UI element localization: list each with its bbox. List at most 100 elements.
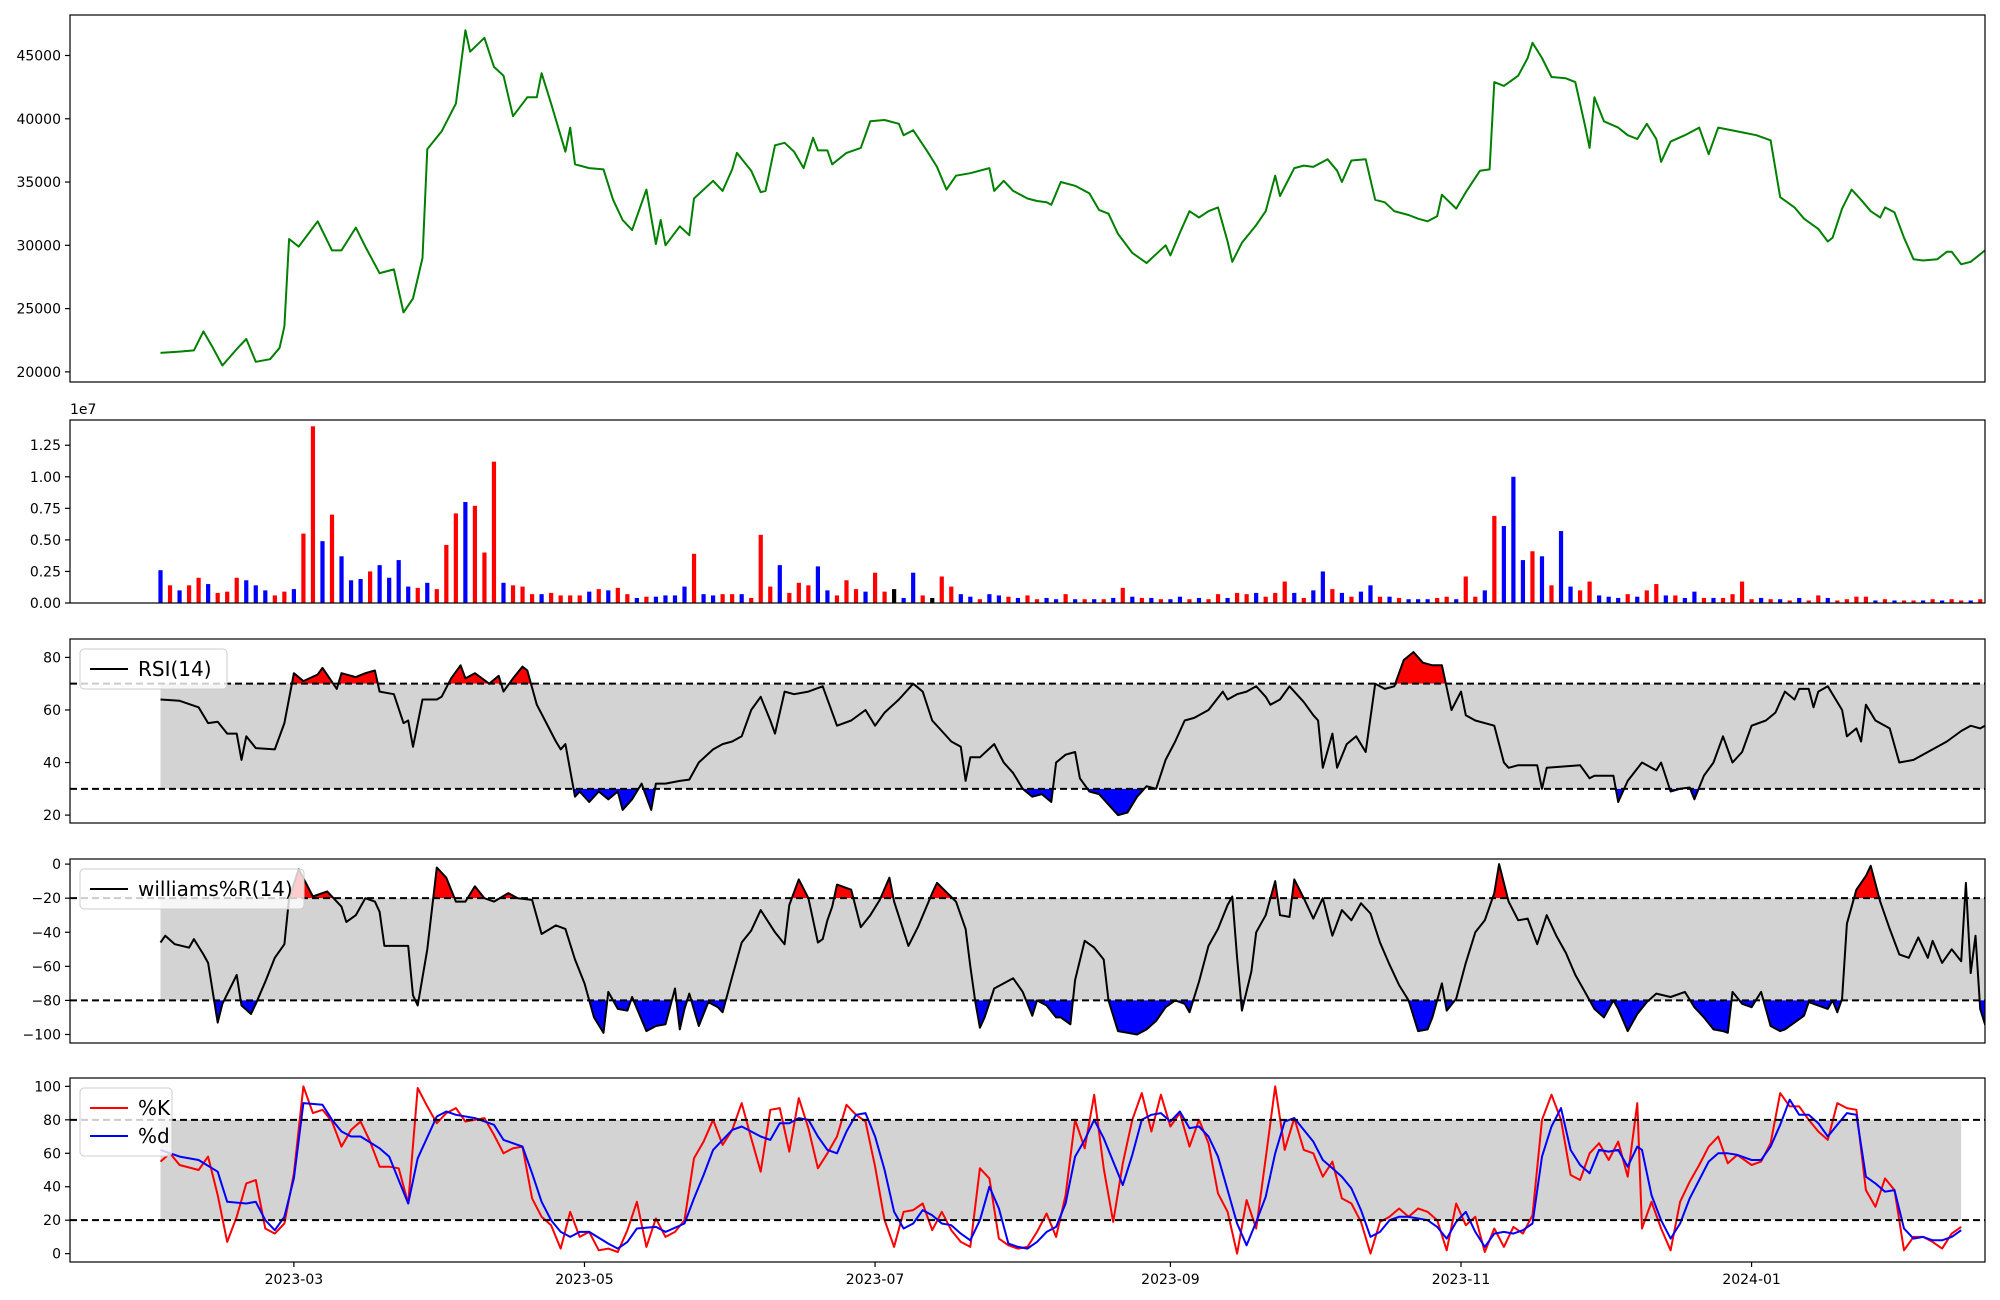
y-tick-label: 40000 (16, 112, 61, 128)
x-tick-label: 2024-01 (1722, 1272, 1781, 1288)
volume-bar (1577, 590, 1583, 603)
volume-bar (1539, 556, 1545, 603)
volume-bar (815, 566, 820, 603)
y-tick-label: 0.25 (30, 564, 61, 580)
volume-bar (1101, 599, 1106, 603)
series-line (159, 863, 1985, 1036)
volume-bar (768, 586, 773, 603)
plot-area (158, 426, 1983, 603)
volume-bar (415, 587, 420, 603)
volume-bar (1663, 595, 1668, 603)
williams-r-panel: −100 −80 −60 −40 −20 0 williams%R(14) (23, 857, 1986, 1044)
volume-bar (1520, 560, 1526, 603)
volume-bar (920, 595, 925, 603)
volume-bar (1177, 596, 1183, 603)
volume-bar (653, 596, 659, 603)
volume-bar (320, 541, 325, 603)
y-tick-label: 40 (43, 756, 61, 772)
volume-bar (1006, 596, 1011, 603)
volume-bar (1387, 596, 1392, 603)
volume-bar (882, 591, 887, 603)
volume-bar (1273, 592, 1278, 603)
volume-bar (206, 584, 211, 603)
x-tick-label: 2023-03 (265, 1272, 324, 1288)
volume-bar (377, 565, 382, 603)
volume-bar (1320, 571, 1325, 603)
volume-bar (1978, 599, 1983, 603)
volume-bar (1339, 592, 1345, 603)
volume-bar (1244, 594, 1249, 603)
y-tick-label: 20 (43, 1213, 61, 1229)
volume-bar (758, 534, 763, 603)
y-tick-label: 80 (43, 650, 61, 666)
volume-bar (1063, 594, 1068, 603)
volume-bar (1549, 585, 1554, 603)
volume-bar (348, 580, 354, 603)
volume-bar (1396, 597, 1402, 603)
volume-bar (1168, 599, 1173, 603)
volume-bar (310, 426, 316, 603)
x-tick-label: 2023-11 (1432, 1272, 1491, 1288)
volume-bar (1263, 596, 1268, 603)
volume-bar (1873, 600, 1878, 603)
volume-bar (892, 589, 897, 603)
x-tick-label: 2023-05 (555, 1272, 614, 1288)
legend-box (79, 1087, 173, 1157)
volume-bar (1835, 600, 1840, 603)
volume-bar (253, 585, 258, 603)
volume-bar (1311, 590, 1316, 603)
volume-bar (453, 513, 458, 603)
volume-bar (1911, 600, 1916, 603)
volume-bar (968, 596, 973, 603)
volume-bar (1082, 599, 1087, 603)
volume-bar (1196, 597, 1202, 603)
volume-bar (387, 577, 392, 603)
neutral-band (160, 898, 1985, 1001)
legend-box (79, 648, 228, 690)
volume-bar (291, 589, 296, 603)
volume-bar (1044, 597, 1049, 603)
volume-bar (1034, 599, 1040, 603)
volume-bar (1158, 599, 1163, 603)
volume-bar (1482, 590, 1487, 603)
volume-bar (996, 595, 1002, 603)
volume-bar (406, 586, 411, 603)
oversold-fill (214, 1000, 1985, 1035)
volume-bar (1120, 587, 1125, 603)
volume-bar (1111, 597, 1116, 603)
volume-bar (682, 586, 687, 603)
y-tick-label: 20 (43, 808, 61, 824)
volume-bar (1377, 596, 1383, 603)
volume-bar (1787, 600, 1792, 603)
volume-bar (1473, 596, 1478, 603)
volume-bar (1235, 592, 1240, 603)
volume-bar (863, 591, 868, 603)
volume-bar (1454, 599, 1459, 603)
legend-label: williams%R(14) (138, 877, 293, 901)
volume-bar (634, 597, 639, 603)
volume-bar (1215, 594, 1221, 603)
volume-bar (1739, 581, 1745, 603)
volume-bar (739, 594, 744, 603)
volume-bar (806, 585, 811, 603)
volume-bar (730, 594, 735, 603)
volume-bar (1092, 599, 1097, 603)
legend-box (79, 868, 305, 910)
volume-bar (1644, 590, 1649, 603)
volume-bar (1692, 591, 1697, 603)
volume-bar (186, 585, 192, 603)
volume-bar (1759, 597, 1764, 603)
volume-bar (463, 502, 468, 603)
volume-bar (444, 544, 449, 603)
volume-bar (577, 595, 582, 603)
volume-bar (1606, 596, 1611, 603)
volume-bar (425, 582, 430, 603)
y-tick-label: −40 (31, 925, 61, 941)
volume-bar (1282, 581, 1287, 603)
volume-bar (672, 595, 678, 603)
volume-bar (825, 590, 830, 603)
volume-bar (549, 592, 554, 603)
volume-bar (1187, 599, 1192, 603)
volume-bar (1901, 600, 1907, 603)
y-tick-label: 40 (43, 1180, 61, 1196)
